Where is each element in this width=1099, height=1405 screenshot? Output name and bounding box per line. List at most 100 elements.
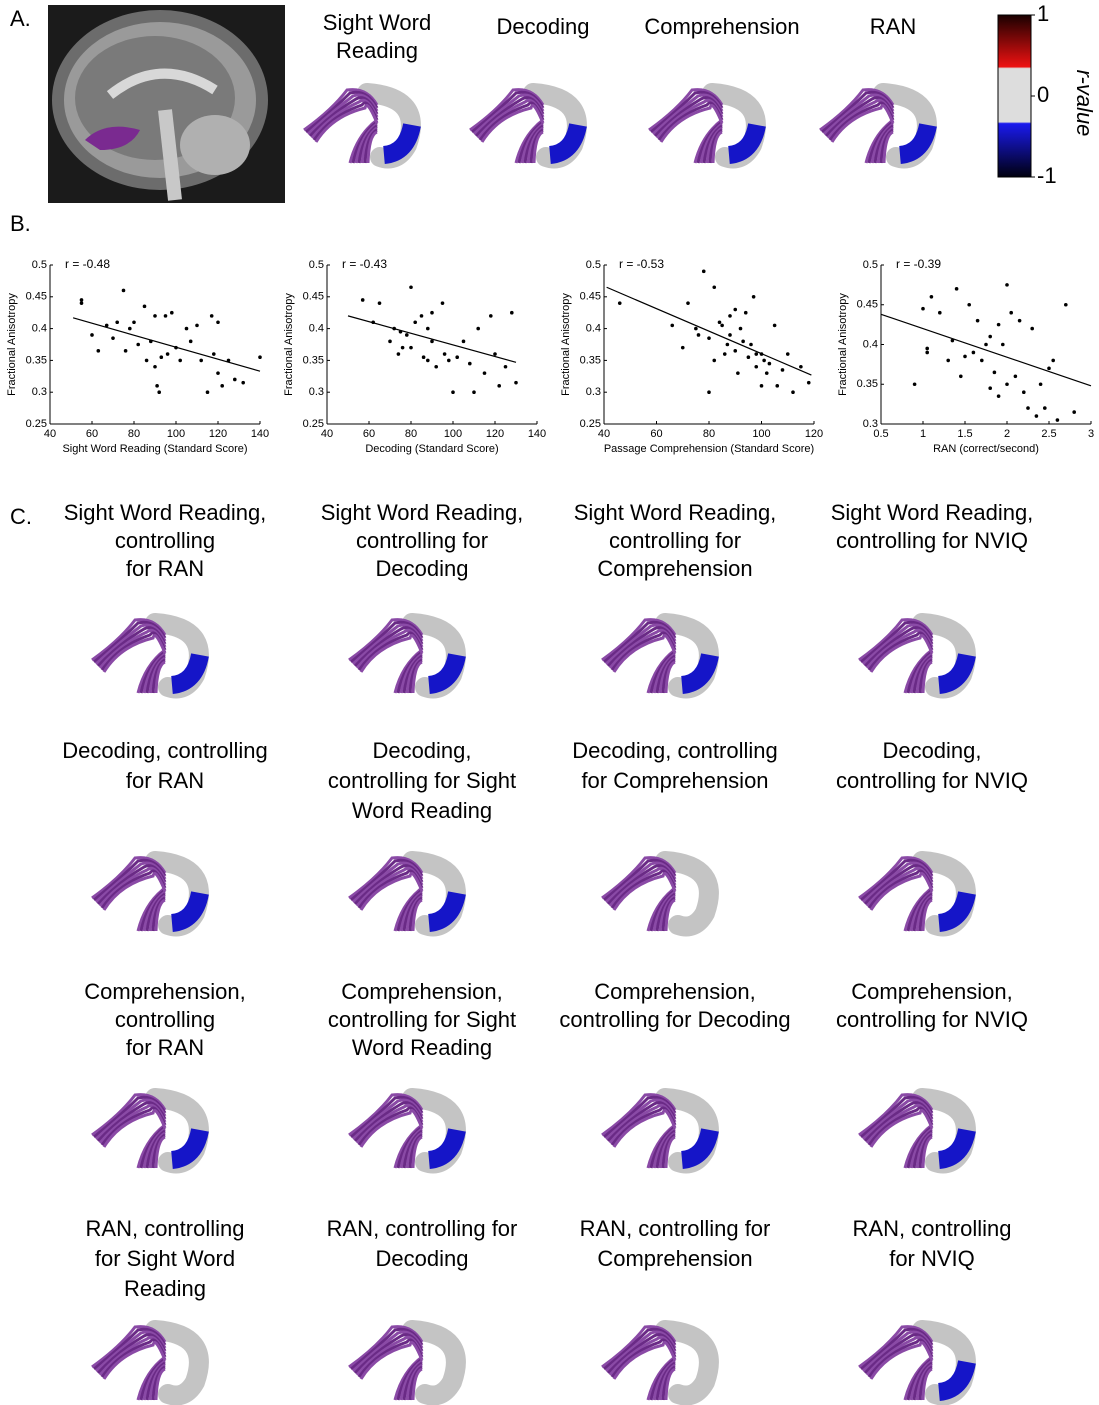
panel-title: Decoding (376, 1246, 469, 1271)
point (483, 371, 487, 375)
point (925, 351, 929, 355)
point (754, 352, 758, 356)
x-tick-label: 140 (251, 428, 269, 440)
panel-title: Sight Word Reading, (321, 500, 524, 525)
point (1022, 390, 1026, 394)
tract-rendering (349, 1327, 456, 1400)
tract-arc-highlight (384, 125, 412, 155)
panel-title: for Comprehension (581, 768, 768, 793)
point (1014, 375, 1018, 379)
x-tick-label: 2 (1004, 428, 1010, 440)
point (401, 346, 405, 350)
point (434, 365, 438, 369)
y-tick-label: 0.45 (857, 299, 878, 311)
point (504, 365, 508, 369)
point (707, 336, 711, 340)
tract-rendering (349, 1095, 457, 1168)
panel-label: C. (10, 504, 32, 529)
point (925, 347, 929, 351)
colorbar-tick-label: -1 (1037, 163, 1057, 188)
panel-title: Word Reading (352, 1035, 492, 1060)
point (409, 285, 413, 289)
point (972, 351, 976, 355)
point (739, 327, 743, 331)
tract-rendering (859, 1327, 967, 1400)
x-tick-label: 40 (44, 428, 56, 440)
y-tick-label: 0.3 (586, 386, 601, 398)
tract-rendering (92, 1095, 200, 1168)
point (997, 394, 1001, 398)
colorbar-tick-label: 1 (1037, 1, 1049, 26)
point (1072, 410, 1076, 414)
point (220, 384, 224, 388)
point (155, 384, 159, 388)
panel-title: Reading (336, 38, 418, 63)
tract-rendering (92, 858, 200, 931)
point (510, 311, 514, 315)
point (206, 390, 210, 394)
point (233, 378, 237, 382)
tract-arc-highlight (939, 1362, 967, 1392)
point (1039, 382, 1043, 386)
tract-rendering (602, 858, 709, 931)
point (720, 324, 724, 328)
x-tick-label: 100 (167, 428, 185, 440)
x-tick-label: 40 (598, 428, 610, 440)
point (361, 298, 365, 302)
point (1005, 382, 1009, 386)
y-axis-label: Fractional Anisotropy (6, 293, 18, 396)
mri-image (48, 5, 285, 203)
point (160, 355, 164, 359)
x-axis-label: Sight Word Reading (Standard Score) (62, 443, 247, 455)
x-tick-label: 120 (209, 428, 227, 440)
y-tick-label: 0.5 (586, 259, 601, 271)
x-axis-label: RAN (correct/second) (933, 443, 1039, 455)
panel-title: controlling for Sight (328, 1007, 516, 1032)
point (426, 359, 430, 363)
point (185, 327, 189, 331)
panel-title: Comprehension, (851, 979, 1012, 1004)
point (409, 346, 413, 350)
tract-arc-highlight (939, 893, 967, 923)
point (1001, 343, 1005, 347)
point (670, 324, 674, 328)
panel-title: Sight Word Reading, (574, 500, 777, 525)
point (791, 390, 795, 394)
point (212, 352, 216, 356)
point (723, 352, 727, 356)
tract-rendering (602, 620, 710, 693)
point (744, 311, 748, 315)
point (157, 390, 161, 394)
panel-title: Decoding (376, 556, 469, 581)
x-tick-label: 80 (405, 428, 417, 440)
x-tick-label: 60 (363, 428, 375, 440)
point (741, 340, 745, 344)
y-tick-label: 0.45 (26, 291, 47, 303)
point (145, 359, 149, 363)
x-tick-label: 3 (1088, 428, 1094, 440)
point (472, 390, 476, 394)
point (1009, 311, 1013, 315)
panel-title: for NVIQ (889, 1246, 975, 1271)
point (967, 303, 971, 307)
point (1043, 406, 1047, 410)
fit-line (607, 287, 812, 375)
point (241, 381, 245, 385)
panel-title: Reading (124, 1276, 206, 1301)
tract-rendering (820, 90, 928, 163)
panel-title: controlling for NVIQ (836, 768, 1028, 793)
x-tick-label: 80 (128, 428, 140, 440)
point (1030, 327, 1034, 331)
point (984, 343, 988, 347)
x-tick-label: 80 (703, 428, 715, 440)
point (80, 298, 84, 302)
point (749, 343, 753, 347)
point (413, 320, 417, 324)
annotation: r = -0.43 (342, 257, 387, 271)
tract-rendering (349, 858, 457, 931)
tract-rendering (859, 620, 967, 693)
point (955, 287, 959, 291)
point (90, 333, 94, 337)
fit-line (881, 314, 1091, 386)
point (697, 333, 701, 337)
